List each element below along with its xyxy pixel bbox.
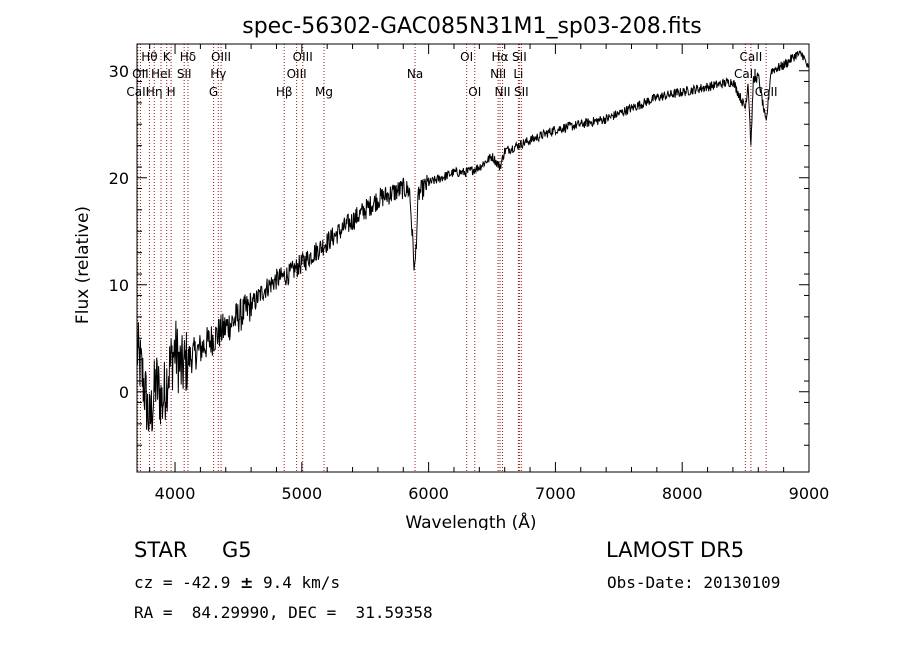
line-label-10: Hγ xyxy=(210,67,226,81)
x-tick-label-3: 7000 xyxy=(535,484,576,503)
x-axis-ticks: 4000 5000 6000 7000 8000 9000 xyxy=(149,44,830,503)
plot-frame xyxy=(136,43,810,473)
y-axis-ticks: 0 10 20 30 xyxy=(109,62,809,446)
line-label-12: Hβ xyxy=(276,85,293,99)
line-label-25: CaII xyxy=(734,67,757,81)
cz-error: 9.4 km/s xyxy=(253,573,341,592)
line-label-21: Hα xyxy=(492,50,509,64)
y-tick-label-2: 20 xyxy=(109,169,129,188)
line-label-24: SII xyxy=(514,85,529,99)
line-label-23: SII xyxy=(512,50,527,64)
x-tick-label-4: 8000 xyxy=(662,484,703,503)
line-label-8: Hδ xyxy=(180,50,196,64)
line-label-13: OIII xyxy=(287,67,307,81)
spectral-line-markers xyxy=(137,44,767,472)
x-tick-label-5: 9000 xyxy=(789,484,830,503)
spectrum-line xyxy=(136,50,810,432)
x-tick-label-1: 5000 xyxy=(281,484,322,503)
y-tick-label-0: 0 xyxy=(119,383,129,402)
line-label-18: OI xyxy=(468,85,481,99)
line-label-20: NII xyxy=(495,85,511,99)
line-label-15: Mg xyxy=(315,85,333,99)
ra-dec-coordinates: RA = 84.29990, DEC = 31.59358 xyxy=(134,603,433,622)
line-label-2: CaII xyxy=(126,85,149,99)
redshift-line: cz = -42.9 ± 9.4 km/s xyxy=(134,573,340,592)
line-label-16: Na xyxy=(407,67,423,81)
line-label-22: Li xyxy=(513,67,523,81)
y-tick-label-1: 10 xyxy=(109,276,129,295)
observation-date: Obs-Date: 20130109 xyxy=(607,573,781,592)
line-label-17: OI xyxy=(460,50,473,64)
survey-name: LAMOST DR5 xyxy=(606,538,745,562)
line-label-11: OIII xyxy=(211,50,231,64)
line-label-9: G xyxy=(209,85,218,99)
spectrum-chart: spec-56302-GAC085N31M1_sp03-208.fits Hθ O… xyxy=(73,14,830,530)
line-label-14: OIII xyxy=(293,50,313,64)
line-label-26: CaII xyxy=(740,50,763,64)
plus-minus-symbol: ± xyxy=(239,573,254,592)
x-tick-label-2: 6000 xyxy=(408,484,449,503)
line-label-19: NII xyxy=(490,67,506,81)
y-axis-label: Flux (relative) xyxy=(73,206,93,324)
line-label-3: Hη xyxy=(146,85,163,99)
line-label-6: H xyxy=(167,85,176,99)
chart-title: spec-56302-GAC085N31M1_sp03-208.fits xyxy=(242,14,702,39)
x-axis-label: Wavelength (Å) xyxy=(405,511,536,530)
object-class: STAR xyxy=(134,538,188,562)
line-label-27: CaII xyxy=(755,85,778,99)
line-label-5: K xyxy=(163,50,172,64)
line-label-4: HeI xyxy=(151,67,171,81)
x-tick-label-0: 4000 xyxy=(155,484,196,503)
line-label-7: SII xyxy=(177,67,192,81)
y-tick-label-3: 30 xyxy=(109,62,129,81)
spectral-line-labels: HθOIICaIIHηHeIKHSIIHδGHγOIIIHβOIIIOIIIMg… xyxy=(126,50,777,99)
line-label-1: OII xyxy=(132,67,149,81)
cz-value: cz = -42.9 xyxy=(134,573,240,592)
line-label-0: Hθ xyxy=(141,50,157,64)
object-subclass: G5 xyxy=(222,538,252,562)
